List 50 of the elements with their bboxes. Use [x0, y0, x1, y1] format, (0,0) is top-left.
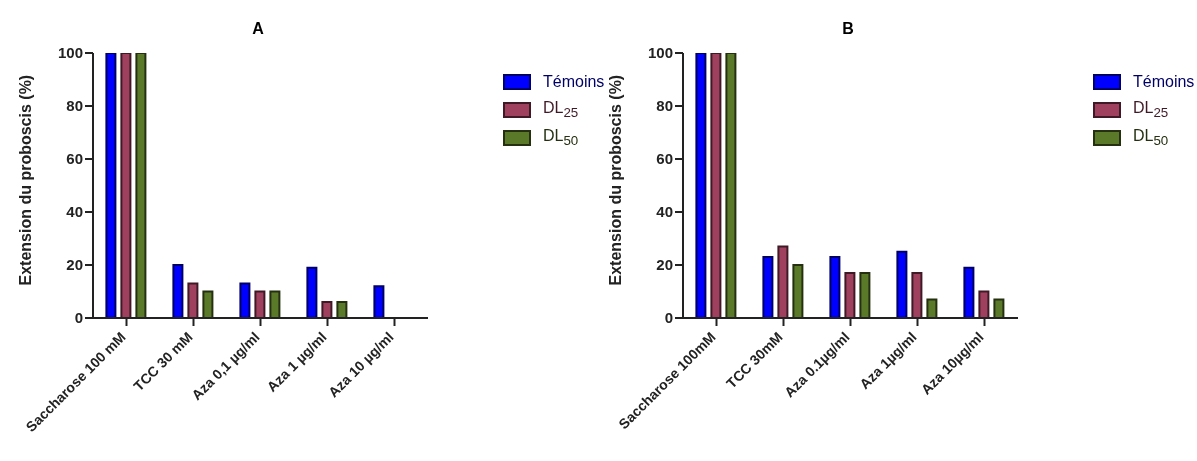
bar — [762, 256, 774, 318]
bar — [710, 53, 722, 318]
bar — [135, 53, 147, 318]
bar — [254, 290, 266, 318]
bar — [926, 298, 938, 318]
bar — [695, 53, 707, 318]
legend-label: DL$_{25}$ — [1133, 99, 1169, 121]
bar — [321, 301, 333, 318]
y-tick-label: 60 — [656, 150, 673, 168]
y-tick-label: 80 — [656, 97, 673, 115]
bar — [172, 264, 184, 318]
bar — [963, 266, 975, 318]
bar — [777, 245, 789, 318]
y-tick-label: 20 — [656, 256, 673, 274]
y-tick-label: 20 — [66, 256, 83, 274]
legend-label: DL$_{50}$ — [543, 127, 579, 149]
chart-title: A — [251, 20, 265, 38]
bar — [859, 271, 871, 318]
bar — [829, 256, 841, 318]
y-tick-label: 100 — [57, 44, 83, 62]
bar — [239, 282, 251, 318]
bar — [896, 250, 908, 318]
y-tick-label: 60 — [66, 150, 83, 168]
y-tick-label: 40 — [66, 203, 83, 221]
y-axis-title: Extension du proboscis (%) — [606, 74, 624, 286]
bar — [105, 53, 117, 318]
bar — [725, 53, 737, 318]
bar — [269, 290, 281, 318]
y-tick-label: 0 — [74, 309, 83, 327]
bar — [844, 271, 856, 318]
y-tick-label: 80 — [66, 97, 83, 115]
y-tick-label: 100 — [647, 44, 673, 62]
y-axis-title: Extension du proboscis (%) — [16, 74, 34, 286]
bar — [120, 53, 132, 318]
bar — [911, 271, 923, 318]
bar — [187, 282, 199, 318]
bar — [993, 298, 1005, 318]
bar — [792, 264, 804, 318]
y-tick-label: 40 — [656, 203, 673, 221]
chart-title: B — [841, 20, 855, 38]
y-tick-label: 0 — [664, 309, 673, 327]
bar — [306, 266, 318, 318]
bar — [978, 290, 990, 318]
bar — [336, 301, 348, 318]
legend-label: DL$_{25}$ — [543, 99, 579, 121]
legend-label: DL$_{50}$ — [1133, 127, 1169, 149]
bar — [202, 290, 214, 318]
legend-label: Témoins — [1133, 73, 1195, 91]
legend-label: Témoins — [543, 73, 605, 91]
bar — [373, 285, 385, 318]
